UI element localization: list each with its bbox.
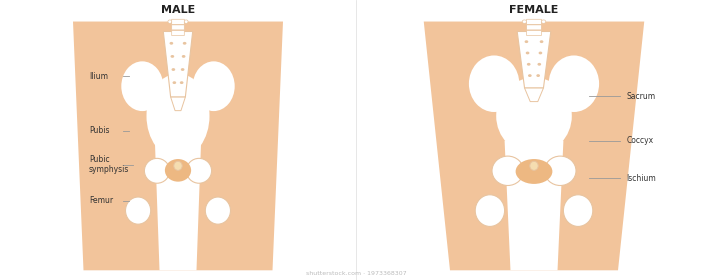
Ellipse shape (187, 158, 211, 183)
Polygon shape (424, 22, 644, 270)
Ellipse shape (172, 68, 175, 71)
FancyBboxPatch shape (527, 19, 541, 24)
Ellipse shape (174, 161, 182, 170)
Ellipse shape (181, 68, 184, 71)
Text: Coccyx: Coccyx (627, 136, 654, 145)
Ellipse shape (121, 61, 163, 111)
FancyBboxPatch shape (172, 19, 184, 24)
Circle shape (205, 197, 231, 224)
FancyBboxPatch shape (527, 31, 541, 36)
Ellipse shape (538, 63, 541, 66)
Ellipse shape (538, 52, 543, 54)
Ellipse shape (530, 161, 538, 170)
Text: FEMALE: FEMALE (509, 5, 559, 15)
Polygon shape (163, 31, 193, 97)
Ellipse shape (525, 40, 528, 43)
Ellipse shape (147, 74, 209, 158)
Text: Pubis: Pubis (89, 127, 109, 136)
Ellipse shape (549, 55, 599, 112)
Ellipse shape (193, 61, 235, 111)
Text: Ischium: Ischium (627, 174, 656, 183)
FancyBboxPatch shape (172, 25, 184, 30)
Text: MALE: MALE (161, 5, 195, 15)
Ellipse shape (515, 159, 553, 184)
Ellipse shape (168, 20, 172, 24)
Polygon shape (171, 97, 185, 111)
Circle shape (563, 195, 593, 227)
Ellipse shape (469, 55, 519, 112)
Polygon shape (517, 31, 551, 88)
Polygon shape (505, 141, 563, 270)
Text: Femur: Femur (89, 196, 113, 205)
Ellipse shape (496, 78, 572, 155)
Ellipse shape (528, 74, 532, 77)
Text: Sacrum: Sacrum (627, 92, 656, 101)
Text: Ilium: Ilium (89, 72, 108, 81)
FancyBboxPatch shape (172, 31, 184, 36)
Ellipse shape (171, 55, 174, 58)
Ellipse shape (182, 55, 185, 58)
FancyBboxPatch shape (527, 25, 541, 30)
Ellipse shape (525, 52, 530, 54)
Text: Pubic
symphysis: Pubic symphysis (89, 155, 129, 174)
Ellipse shape (492, 156, 523, 186)
Circle shape (125, 197, 151, 224)
Ellipse shape (183, 42, 187, 45)
Ellipse shape (541, 20, 546, 24)
Ellipse shape (145, 158, 169, 183)
Ellipse shape (165, 159, 191, 182)
Polygon shape (155, 141, 201, 270)
Ellipse shape (522, 20, 527, 24)
Ellipse shape (172, 81, 176, 84)
Circle shape (475, 195, 505, 227)
Ellipse shape (536, 74, 540, 77)
Ellipse shape (527, 63, 530, 66)
Ellipse shape (180, 81, 184, 84)
Ellipse shape (545, 156, 576, 186)
Ellipse shape (184, 20, 188, 24)
Ellipse shape (169, 42, 173, 45)
Text: shutterstock.com · 1973368307: shutterstock.com · 1973368307 (305, 271, 407, 276)
Polygon shape (73, 22, 283, 270)
Ellipse shape (540, 40, 543, 43)
Polygon shape (525, 88, 543, 102)
